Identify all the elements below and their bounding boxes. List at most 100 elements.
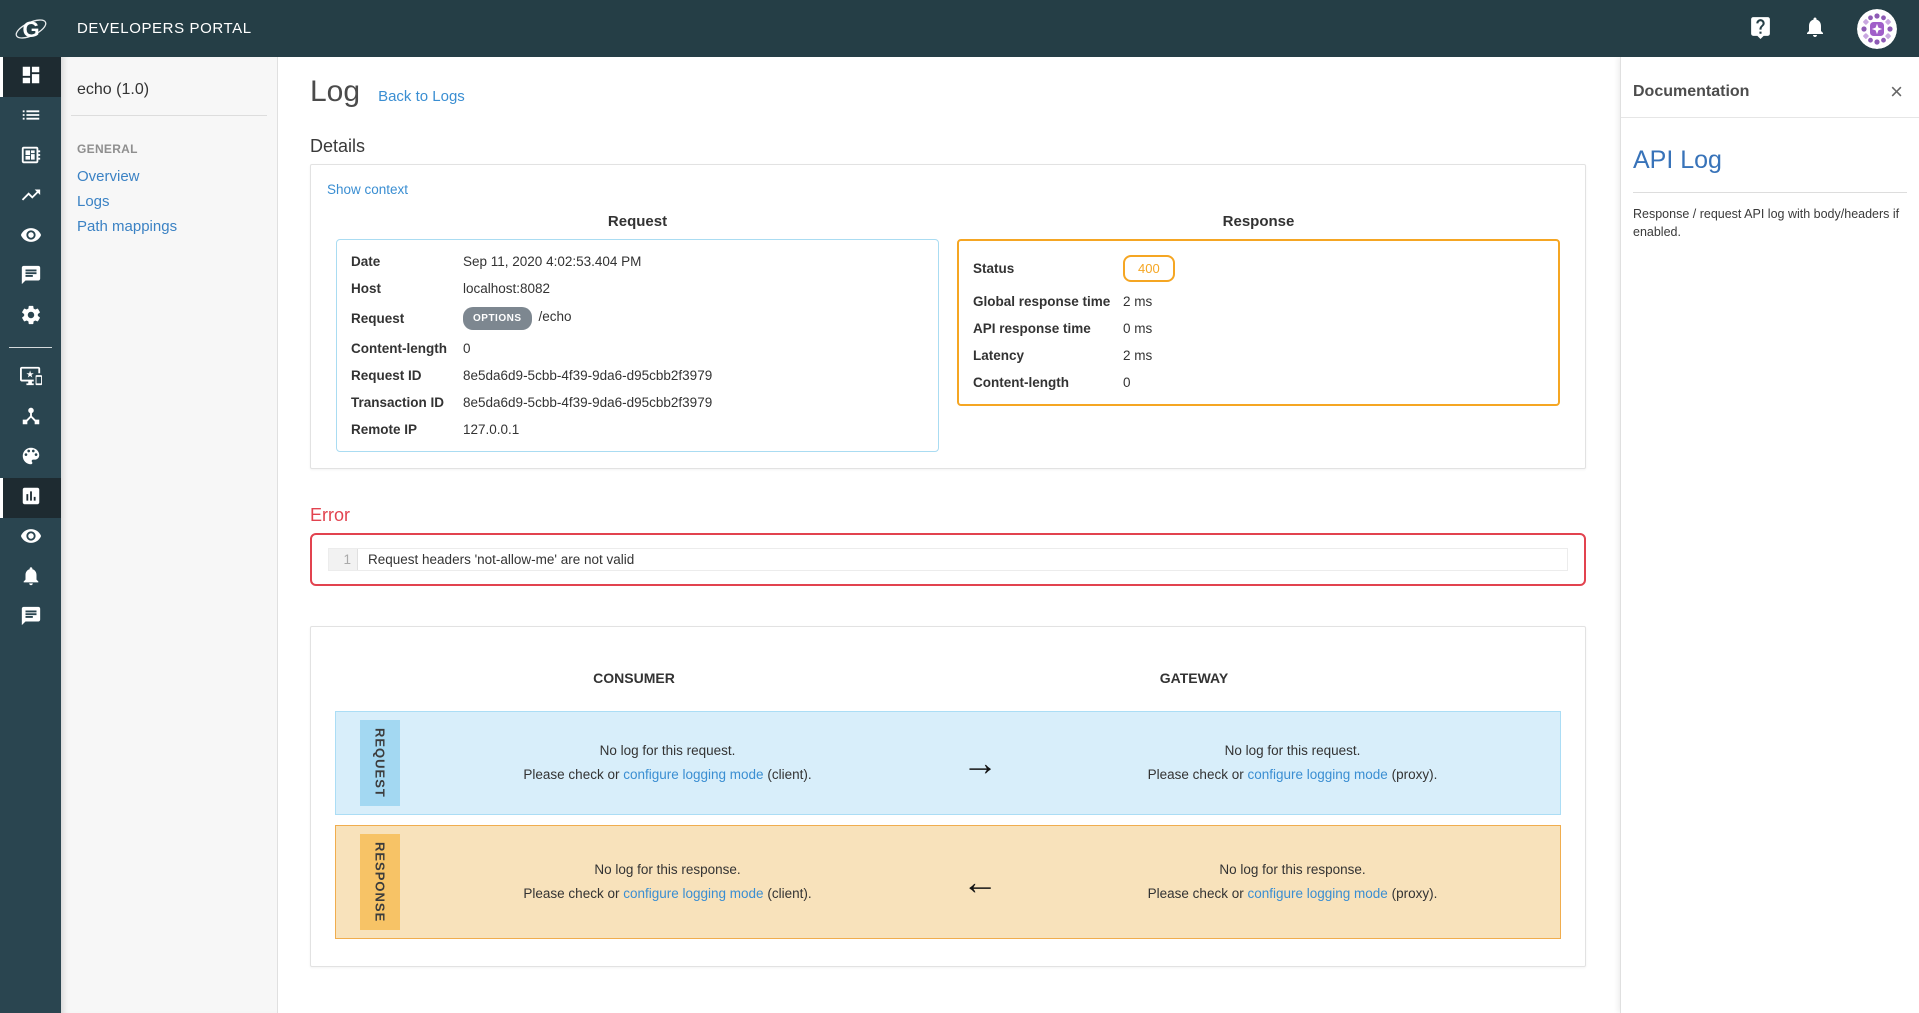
rail-divider bbox=[9, 347, 52, 348]
configure-hint: Please check or configure logging mode (… bbox=[1025, 767, 1560, 782]
dashboard-icon bbox=[20, 64, 42, 91]
response-row-content-length: Content-length 0 bbox=[959, 369, 1558, 396]
row-label: Transaction ID bbox=[351, 395, 445, 410]
row-label: Content-length bbox=[351, 341, 447, 356]
row-value: 0 bbox=[1123, 375, 1131, 390]
help-button[interactable] bbox=[1748, 15, 1773, 43]
request-flow-row: REQUEST No log for this request. Please … bbox=[335, 711, 1561, 815]
api-sidebar: echo (1.0) GENERAL Overview Logs Path ma… bbox=[61, 57, 278, 1013]
close-icon[interactable]: × bbox=[1890, 79, 1903, 104]
sidebar-item-audit[interactable] bbox=[0, 217, 61, 257]
flow-card: CONSUMER GATEWAY REQUEST No log for this… bbox=[310, 626, 1586, 968]
sidebar-item-theme[interactable] bbox=[0, 438, 61, 478]
row-value: 2 ms bbox=[1123, 348, 1153, 363]
sidebar-link-logs[interactable]: Logs bbox=[77, 193, 110, 210]
help-icon bbox=[1748, 15, 1773, 43]
response-panel: Status 400 Global response time 2 ms API… bbox=[957, 239, 1560, 406]
row-label: Global response time bbox=[973, 294, 1111, 309]
configure-logging-mode-link[interactable]: configure logging mode bbox=[623, 767, 764, 783]
back-to-logs-link[interactable]: Back to Logs bbox=[378, 88, 465, 105]
configure-logging-mode-link[interactable]: configure logging mode bbox=[1247, 886, 1388, 902]
sidebar-item-applications[interactable] bbox=[0, 137, 61, 177]
hint-suffix: (proxy). bbox=[1387, 767, 1438, 783]
sidebar-item-api-audit[interactable] bbox=[0, 518, 61, 558]
arrow-right-icon: → bbox=[962, 741, 998, 783]
hint-prefix: Please check or bbox=[1147, 886, 1248, 902]
avatar-pattern bbox=[1861, 12, 1893, 45]
request-row-request-id: Request ID 8e5da6d9-5cbb-4f39-9da6-d95cb… bbox=[337, 362, 938, 389]
response-row-api-time: API response time 0 ms bbox=[959, 315, 1558, 342]
configure-hint: Please check or configure logging mode (… bbox=[400, 886, 935, 901]
bell-icon bbox=[1803, 15, 1827, 42]
request-panel: Date Sep 11, 2020 4:02:53.404 PM Host lo… bbox=[336, 239, 939, 452]
hint-suffix: (proxy). bbox=[1387, 886, 1438, 902]
sidebar-link-path-mappings[interactable]: Path mappings bbox=[77, 218, 178, 235]
sidebar-item-settings[interactable] bbox=[0, 297, 61, 337]
request-column: Request Date Sep 11, 2020 4:02:53.404 PM… bbox=[327, 213, 948, 452]
gravitee-logo-icon[interactable]: G bbox=[0, 11, 61, 47]
no-log-text: No log for this request. bbox=[1224, 743, 1361, 759]
consumer-response-cell: No log for this response. Please check o… bbox=[400, 853, 935, 910]
sidebar-item-api-messages[interactable] bbox=[0, 598, 61, 638]
hint-prefix: Please check or bbox=[523, 767, 624, 783]
row-label: Content-length bbox=[973, 375, 1069, 390]
top-navbar: G DEVELOPERS PORTAL bbox=[0, 0, 1919, 57]
error-box: 1 Request headers 'not-allow-me' are not… bbox=[310, 533, 1586, 586]
api-log-heading: API Log bbox=[1633, 146, 1722, 174]
documentation-body: API Log Response / request API log with … bbox=[1621, 146, 1919, 241]
user-avatar[interactable] bbox=[1857, 8, 1897, 49]
row-label: Request ID bbox=[351, 368, 422, 383]
gear-icon bbox=[20, 304, 42, 331]
navbar-actions bbox=[1748, 8, 1919, 49]
gateway-response-cell: No log for this response. Please check o… bbox=[1025, 853, 1560, 910]
details-card: Show context Request Date Sep 11, 2020 4… bbox=[310, 164, 1586, 469]
trending-up-icon bbox=[20, 184, 42, 211]
sidebar-item-api-logs[interactable] bbox=[0, 478, 61, 518]
request-row-content-length: Content-length 0 bbox=[337, 335, 938, 362]
sidebar-item-messages[interactable] bbox=[0, 257, 61, 297]
configure-hint: Please check or configure logging mode (… bbox=[400, 767, 935, 782]
row-value: Sep 11, 2020 4:02:53.404 PM bbox=[463, 254, 642, 269]
documentation-title: Documentation bbox=[1633, 83, 1750, 100]
sidebar-item-dashboard[interactable] bbox=[0, 57, 61, 97]
error-message: Request headers 'not-allow-me' are not v… bbox=[368, 552, 635, 567]
developer-board-icon bbox=[20, 144, 42, 171]
error-heading: Error bbox=[310, 505, 350, 525]
row-value: 8e5da6d9-5cbb-4f39-9da6-d95cbb2f3979 bbox=[463, 368, 713, 383]
no-log-text: No log for this response. bbox=[1219, 862, 1366, 878]
spacer bbox=[327, 670, 399, 686]
row-value: localhost:8082 bbox=[463, 281, 551, 296]
sidebar-item-alerts[interactable] bbox=[0, 558, 61, 598]
sidebar-link-overview[interactable]: Overview bbox=[77, 168, 140, 185]
row-value: 8e5da6d9-5cbb-4f39-9da6-d95cbb2f3979 bbox=[463, 395, 713, 410]
consumer-request-cell: No log for this request. Please check or… bbox=[400, 734, 935, 791]
hint-prefix: Please check or bbox=[523, 886, 624, 902]
arrow-left-icon: ← bbox=[962, 860, 998, 902]
documentation-panel: Documentation × API Log Response / reque… bbox=[1620, 57, 1919, 1013]
sidebar-item-organization[interactable] bbox=[0, 398, 61, 438]
sidebar-item-analytics[interactable] bbox=[0, 177, 61, 217]
row-label: Latency bbox=[973, 348, 1025, 363]
configure-logging-mode-link[interactable]: configure logging mode bbox=[623, 886, 764, 902]
response-flow-label: RESPONSE bbox=[360, 833, 400, 931]
chat-icon bbox=[20, 264, 42, 291]
configure-logging-mode-link[interactable]: configure logging mode bbox=[1247, 767, 1388, 783]
row-label: Remote IP bbox=[351, 422, 418, 437]
details-heading: Details bbox=[310, 136, 366, 156]
consumer-header: CONSUMER bbox=[593, 670, 675, 686]
hint-suffix: (client). bbox=[763, 767, 812, 783]
sidebar-item-gateways[interactable] bbox=[0, 358, 61, 398]
response-panel-heading: Response bbox=[1222, 213, 1295, 230]
sidebar-item-apis[interactable] bbox=[0, 97, 61, 137]
row-label: Status bbox=[973, 261, 1015, 276]
row-label: API response time bbox=[973, 321, 1091, 336]
notifications-button[interactable] bbox=[1803, 15, 1827, 42]
show-context-link[interactable]: Show context bbox=[327, 182, 409, 197]
response-row-status: Status 400 bbox=[959, 249, 1558, 288]
request-response-columns: Request Date Sep 11, 2020 4:02:53.404 PM… bbox=[327, 213, 1569, 452]
request-row-transaction-id: Transaction ID 8e5da6d9-5cbb-4f39-9da6-d… bbox=[337, 389, 938, 416]
devices-star-icon bbox=[19, 365, 42, 392]
doc-divider bbox=[1633, 192, 1907, 193]
documentation-header: Documentation × bbox=[1621, 57, 1919, 118]
